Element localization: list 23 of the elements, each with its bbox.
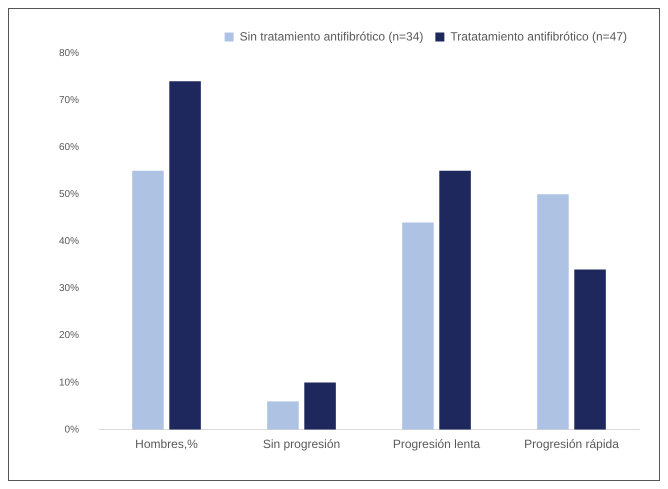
y-tick-label: 80% xyxy=(59,48,80,59)
y-tick-label: 70% xyxy=(59,94,80,106)
x-tick-label: Progresión lenta xyxy=(392,437,481,452)
x-tick-label: Sin progresión xyxy=(262,437,340,452)
bar xyxy=(169,81,201,430)
y-tick-label: 30% xyxy=(59,283,80,294)
y-tick-label: 40% xyxy=(59,236,80,248)
x-tick-label: Hombres,% xyxy=(135,437,198,452)
bar xyxy=(439,170,471,430)
bar xyxy=(402,222,434,430)
y-tick-label: 20% xyxy=(59,330,80,342)
bar xyxy=(574,270,606,430)
y-tick-label: 50% xyxy=(59,188,80,200)
legend-label: Sin tratamiento antifibrótico (n=34) xyxy=(240,29,424,44)
bar xyxy=(304,382,336,430)
legend-label: Tratatamiento antifibrótico (n=47) xyxy=(450,29,628,44)
bar xyxy=(267,401,299,430)
bar xyxy=(132,170,164,430)
y-tick-label: 10% xyxy=(59,377,80,388)
y-tick-label: 60% xyxy=(59,142,80,153)
bar xyxy=(537,194,569,430)
x-tick-label: Progresión rápida xyxy=(524,437,620,452)
y-tick-label: 0% xyxy=(64,424,80,436)
